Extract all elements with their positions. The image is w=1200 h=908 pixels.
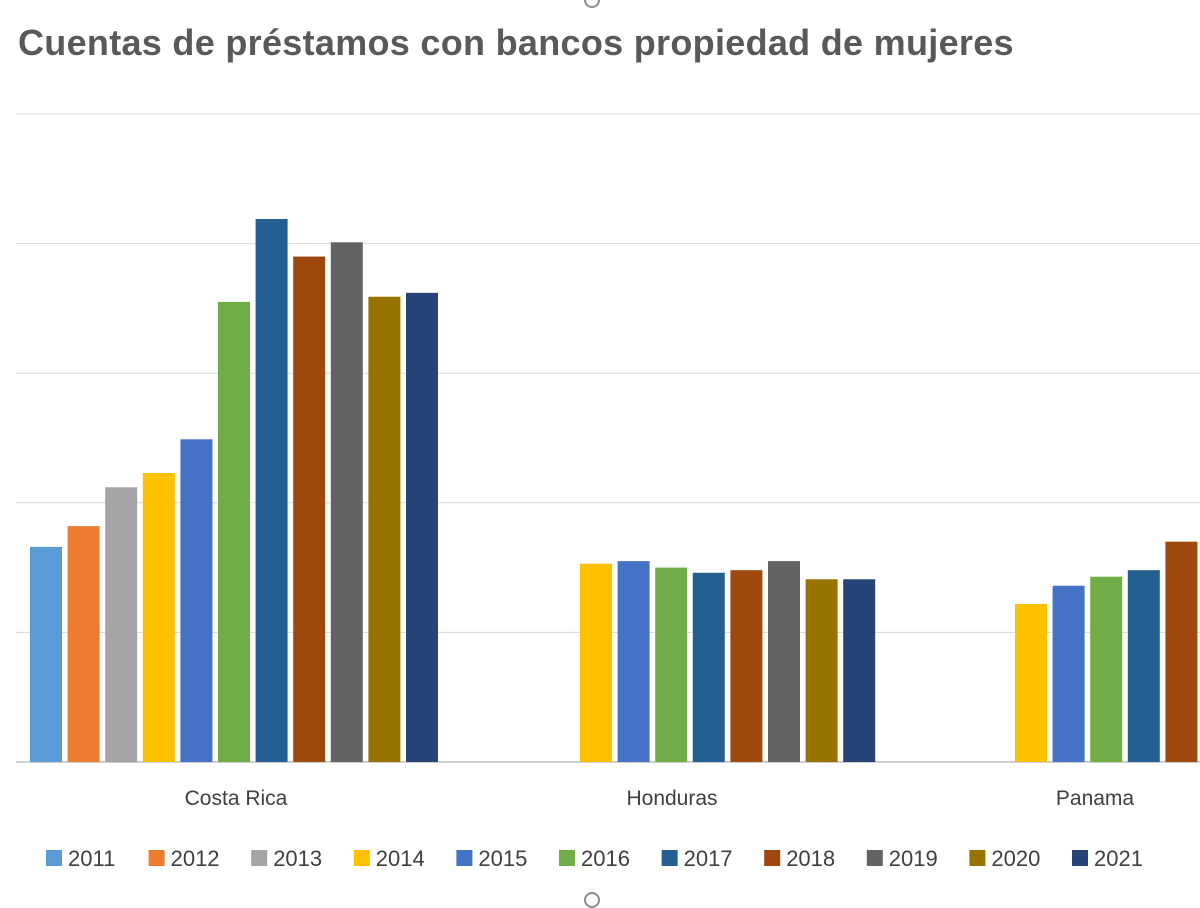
bar-costa-rica-2018 bbox=[293, 256, 326, 762]
bar-honduras-2017 bbox=[692, 572, 725, 762]
bar-costa-rica-2020 bbox=[368, 296, 401, 762]
bar-costa-rica-2011 bbox=[30, 546, 62, 762]
legend-label: 2015 bbox=[478, 846, 527, 871]
bar-honduras-2018 bbox=[730, 570, 763, 762]
legend-swatch bbox=[1072, 850, 1088, 866]
legend-swatch bbox=[764, 850, 781, 866]
bar-costa-rica-2014 bbox=[142, 472, 175, 762]
category-label: Panama bbox=[1056, 787, 1135, 810]
legend-swatch bbox=[866, 850, 883, 866]
legend-label: 2012 bbox=[171, 846, 220, 871]
legend-item-2019: 2019 bbox=[866, 846, 938, 871]
bar-costa-rica-2015 bbox=[180, 439, 213, 762]
bar-costa-rica-2017 bbox=[255, 218, 288, 762]
legend-item-2011: 2011 bbox=[46, 846, 115, 871]
bar-honduras-2016 bbox=[655, 567, 688, 762]
legend-label: 2021 bbox=[1094, 846, 1143, 871]
legend-label: 2020 bbox=[991, 846, 1040, 871]
gridlines bbox=[16, 113, 1200, 763]
legend-swatch bbox=[353, 850, 370, 866]
legend-item-2014: 2014 bbox=[353, 846, 425, 871]
bar-costa-rica-2021 bbox=[406, 292, 438, 762]
bar-costa-rica-2019 bbox=[330, 242, 363, 762]
category-label: Costa Rica bbox=[185, 787, 288, 810]
legend-item-2021: 2021 bbox=[1072, 846, 1143, 871]
bar-honduras-2020 bbox=[805, 579, 838, 762]
bar-honduras-2021 bbox=[843, 579, 876, 762]
legend-item-2020: 2020 bbox=[969, 846, 1040, 871]
bar-costa-rica-2012 bbox=[67, 526, 100, 762]
category-label: Honduras bbox=[626, 787, 717, 810]
resize-handle-bottom[interactable] bbox=[584, 892, 600, 908]
legend: 2011 2012 2013 2014 2015 2016 2017 2018 2019 2020… bbox=[46, 846, 1143, 871]
legend-label: 2016 bbox=[581, 846, 630, 871]
legend-item-2017: 2017 bbox=[661, 846, 733, 871]
bar-panama-2014 bbox=[1015, 603, 1047, 762]
legend-label: 2018 bbox=[786, 846, 835, 871]
legend-label: 2014 bbox=[376, 846, 425, 871]
legend-item-2013: 2013 bbox=[251, 846, 322, 871]
bar-honduras-2015 bbox=[617, 561, 650, 762]
legend-swatch bbox=[969, 850, 986, 866]
legend-swatch bbox=[661, 850, 678, 866]
bars bbox=[30, 218, 1198, 762]
legend-swatch bbox=[251, 850, 268, 866]
bar-honduras-2019 bbox=[768, 561, 800, 762]
legend-swatch bbox=[46, 850, 62, 866]
legend-label: 2017 bbox=[684, 846, 733, 871]
chart-title: Cuentas de préstamos con bancos propieda… bbox=[18, 22, 1014, 63]
bar-costa-rica-2013 bbox=[105, 487, 138, 762]
legend-swatch bbox=[559, 850, 575, 866]
legend-label: 2011 bbox=[68, 846, 115, 871]
bar-costa-rica-2016 bbox=[218, 301, 250, 762]
bar-panama-2016 bbox=[1090, 576, 1123, 762]
legend-item-2018: 2018 bbox=[764, 846, 835, 871]
bar-panama-2015 bbox=[1052, 585, 1085, 762]
legend-swatch bbox=[148, 850, 165, 866]
category-labels: Costa Rica Honduras Panama bbox=[185, 787, 1135, 810]
bar-honduras-2014 bbox=[580, 563, 612, 762]
bar-panama-2017 bbox=[1127, 570, 1160, 762]
legend-label: 2019 bbox=[889, 846, 938, 871]
legend-label: 2013 bbox=[273, 846, 322, 871]
legend-item-2012: 2012 bbox=[148, 846, 220, 871]
legend-swatch bbox=[456, 850, 473, 866]
legend-item-2015: 2015 bbox=[456, 846, 527, 871]
legend-item-2016: 2016 bbox=[559, 846, 630, 871]
bar-panama-2018 bbox=[1165, 541, 1198, 762]
